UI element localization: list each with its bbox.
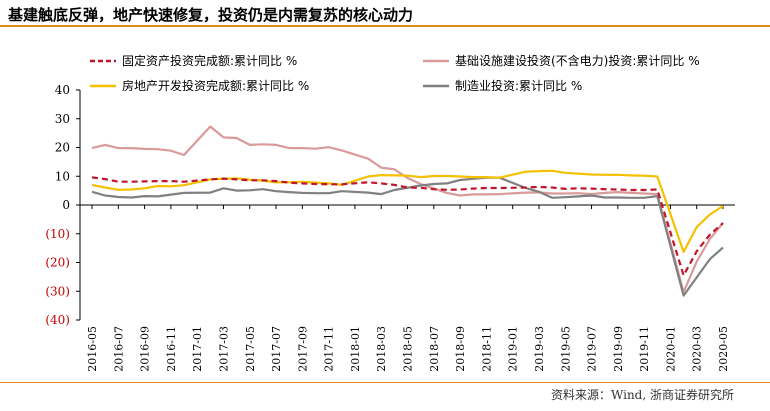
x-tick-label: 2016-09	[139, 326, 152, 372]
y-tick-label: 0	[62, 198, 70, 212]
x-tick-label: 2016-07	[112, 326, 125, 372]
x-tick-label: 2019-05	[559, 326, 572, 372]
legend-label-manufacturing: 制造业投资:累计同比 %	[455, 78, 582, 93]
x-tick-label: 2019-03	[533, 326, 546, 372]
x-tick-label: 2018-09	[454, 326, 467, 372]
x-tick-label: 2019-07	[586, 326, 599, 372]
y-tick-label: (20)	[45, 256, 70, 270]
series-lines	[91, 125, 724, 297]
y-tick-label: (10)	[45, 227, 70, 241]
x-tick-label: 2019-09	[612, 326, 625, 372]
x-tick-label: 2017-01	[191, 326, 204, 372]
x-tick-label: 2017-09	[296, 326, 309, 372]
chart-title: 基建触底反弹，地产快速修复，投资仍是内需复苏的核心动力	[8, 6, 414, 24]
y-tick-label: 30	[55, 112, 70, 126]
y-tick-label: 10	[55, 169, 70, 183]
bottom-rule	[0, 382, 770, 383]
x-tick-label: 2017-11	[323, 326, 336, 372]
x-tick-label: 2019-01	[507, 326, 520, 372]
line-chart: 固定资产投资完成额:累计同比 % 基础设施建设投资(不含电力)投资:累计同比 % 房…	[45, 53, 735, 372]
x-tick-label: 2019-11	[638, 326, 651, 372]
x-tick-label: 2018-11	[480, 326, 493, 372]
x-tick-label: 2018-01	[349, 326, 362, 372]
series-line-realestate	[91, 169, 724, 253]
series-line-manufacturing	[91, 176, 724, 297]
series-line-fixed	[91, 176, 724, 277]
source-note: 资料来源：Wind, 浙商证券研究所	[550, 388, 734, 402]
y-tick-label: 40	[55, 83, 70, 97]
x-tick-label: 2016-11	[165, 326, 178, 372]
legend-label-realestate: 房地产开发投资完成额:累计同比 %	[122, 78, 309, 93]
y-tick-label: (30)	[45, 284, 70, 298]
x-tick-label: 2020-01	[664, 326, 677, 372]
legend-label-infra: 基础设施建设投资(不含电力)投资:累计同比 %	[455, 53, 700, 68]
x-tick-label: 2017-03	[217, 326, 230, 372]
axes: 40 30 20 10 0 (10) (20) (30) (40) 2016-05 2016-07 2…	[45, 83, 735, 372]
y-tick-label: (40)	[45, 313, 70, 327]
x-tick-label: 2020-05	[717, 326, 730, 372]
x-tick-label: 2020-03	[691, 326, 704, 372]
x-tick-label: 2018-03	[375, 326, 388, 372]
y-tick-label: 20	[55, 141, 70, 155]
legend-label-fixed: 固定资产投资完成额:累计同比 %	[122, 53, 297, 68]
x-tick-label: 2017-07	[270, 326, 283, 372]
legend: 固定资产投资完成额:累计同比 % 基础设施建设投资(不含电力)投资:累计同比 % 房…	[90, 53, 700, 93]
series-line-infra	[91, 125, 724, 294]
x-tick-label: 2017-05	[244, 326, 257, 372]
x-tick-label: 2016-05	[86, 326, 99, 372]
x-tick-label: 2018-07	[428, 326, 441, 372]
x-tick-label: 2018-05	[402, 326, 415, 372]
top-rule	[0, 25, 770, 27]
